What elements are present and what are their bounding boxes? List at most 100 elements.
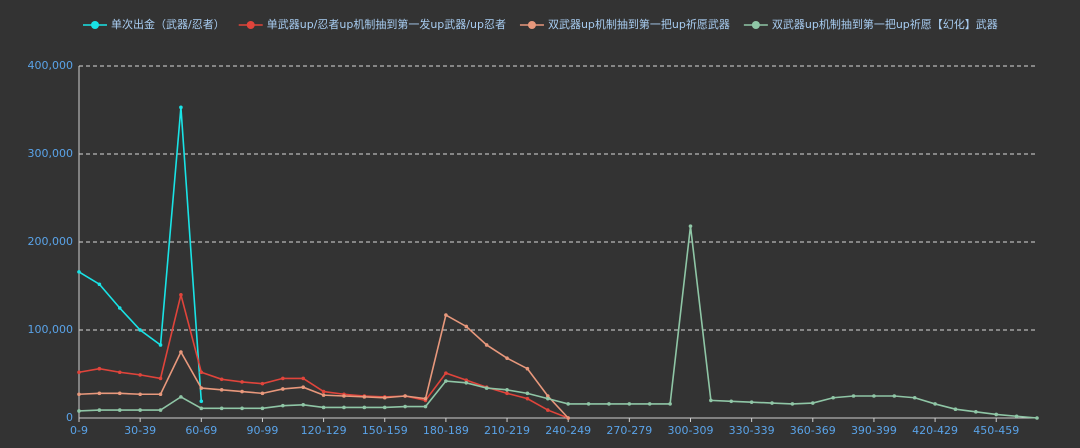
- data-point: [199, 386, 204, 390]
- data-point: [158, 376, 163, 381]
- x-tick-label: 120-129: [301, 424, 347, 437]
- data-point: [505, 388, 509, 392]
- x-tick-label: 240-249: [545, 424, 591, 437]
- data-point: [281, 387, 285, 391]
- legend-marker: [527, 21, 536, 29]
- x-tick-label: 90-99: [246, 424, 278, 437]
- data-point: [444, 379, 448, 383]
- x-tick-label: 180-189: [423, 424, 469, 437]
- data-point: [851, 394, 856, 398]
- x-tick-label: 390-399: [851, 424, 897, 437]
- data-point: [281, 403, 285, 408]
- data-point: [117, 306, 122, 310]
- data-point: [179, 350, 183, 354]
- data-point: [1035, 416, 1039, 420]
- data-point: [709, 398, 713, 403]
- data-point: [342, 394, 346, 398]
- data-point: [484, 386, 489, 390]
- data-point: [199, 399, 204, 404]
- data-point: [179, 293, 183, 297]
- x-tick-label: 270-279: [606, 424, 652, 437]
- data-point: [912, 395, 917, 400]
- data-point: [138, 328, 142, 332]
- data-point: [627, 402, 632, 406]
- data-point: [546, 394, 550, 398]
- data-point: [933, 402, 937, 406]
- data-point: [953, 407, 958, 412]
- data-point: [138, 392, 142, 397]
- data-point: [158, 408, 163, 412]
- data-point: [464, 378, 469, 382]
- data-point: [321, 393, 326, 397]
- data-point: [301, 376, 306, 381]
- data-point: [77, 409, 81, 413]
- x-tick-label: 210-219: [484, 424, 530, 437]
- x-tick-label: 30-39: [124, 424, 156, 437]
- data-point: [749, 400, 754, 404]
- data-point: [321, 389, 326, 394]
- data-point: [158, 392, 163, 397]
- data-point: [97, 366, 102, 371]
- data-point: [872, 394, 876, 398]
- data-point: [423, 404, 428, 409]
- data-point: [117, 391, 122, 396]
- data-point: [138, 408, 142, 412]
- legend-marker: [91, 21, 99, 29]
- data-point: [382, 395, 387, 400]
- data-point: [382, 405, 387, 410]
- data-point: [301, 385, 306, 390]
- legend-label: 单武器up/忍者up机制抽到第一发up武器/up忍者: [267, 17, 506, 31]
- legend-marker: [246, 21, 255, 29]
- data-point: [301, 403, 306, 407]
- y-tick-label: 200,000: [28, 235, 74, 248]
- data-point: [607, 402, 611, 406]
- series-line: [78, 294, 569, 419]
- x-tick-label: 300-309: [668, 424, 714, 437]
- data-point: [403, 394, 407, 398]
- y-tick-label: 300,000: [28, 147, 74, 160]
- data-point: [240, 389, 244, 394]
- data-point: [525, 391, 530, 396]
- x-tick-label: 150-159: [362, 424, 408, 437]
- data-point: [505, 391, 509, 396]
- data-point: [546, 408, 550, 412]
- y-tick-label: 0: [66, 411, 73, 424]
- x-tick-label: 330-339: [729, 424, 775, 437]
- data-point: [260, 381, 265, 386]
- data-point: [77, 270, 81, 274]
- data-point: [484, 343, 489, 347]
- data-point: [1014, 414, 1019, 419]
- data-point: [668, 402, 672, 406]
- data-point: [219, 406, 224, 411]
- data-point: [179, 105, 183, 110]
- data-point: [729, 399, 734, 404]
- data-point: [117, 408, 122, 412]
- data-point: [219, 388, 224, 392]
- y-tick-label: 100,000: [28, 323, 74, 336]
- data-point: [546, 396, 550, 401]
- data-point: [790, 402, 795, 406]
- data-point: [158, 343, 163, 347]
- data-point: [77, 392, 81, 397]
- data-point: [831, 395, 835, 400]
- data-point: [464, 381, 469, 385]
- data-point: [117, 370, 122, 375]
- data-point: [525, 366, 530, 371]
- data-point: [321, 405, 326, 410]
- data-point: [260, 406, 265, 411]
- data-point: [342, 405, 346, 410]
- data-point: [505, 356, 509, 360]
- data-point: [199, 406, 204, 411]
- y-tick-label: 400,000: [28, 59, 74, 72]
- data-point: [281, 376, 285, 381]
- data-point: [403, 404, 407, 409]
- data-point: [423, 396, 428, 401]
- x-tick-label: 60-69: [185, 424, 217, 437]
- data-point: [464, 324, 469, 329]
- data-point: [97, 282, 102, 287]
- data-point: [260, 391, 265, 396]
- data-point: [444, 313, 448, 317]
- x-tick-label: 360-369: [790, 424, 836, 437]
